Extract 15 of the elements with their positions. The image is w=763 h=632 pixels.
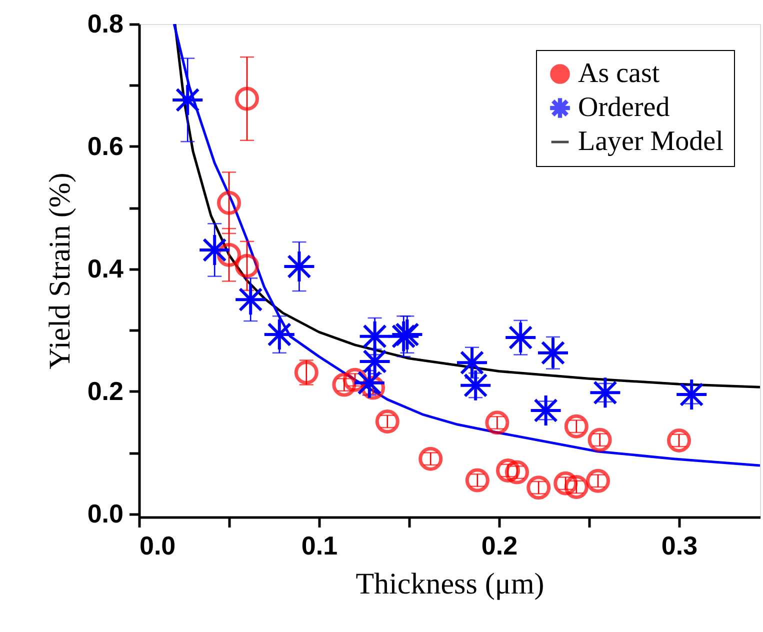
y-tick-label: 0.2	[87, 376, 124, 406]
y-tick-label: 0.4	[87, 253, 124, 284]
x-tick-label: 0.2	[481, 530, 518, 560]
x-tick-label: 0.3	[661, 530, 698, 560]
legend-label: Layer Model	[578, 126, 724, 157]
y-tick-label: 0.8	[87, 8, 124, 38]
y-tick-label: 0.0	[87, 498, 124, 528]
y-axis-title: Yield Strain (%)	[43, 172, 76, 370]
legend-label: As cast	[578, 58, 660, 89]
legend-label: Ordered	[578, 92, 670, 123]
x-tick-label: 0.0	[140, 530, 176, 560]
line-series	[172, 24, 760, 467]
y-tick-label: 0.6	[87, 130, 124, 161]
x-axis-title: Thickness (μm)	[356, 568, 544, 600]
x-tick-label: 0.1	[301, 530, 338, 560]
